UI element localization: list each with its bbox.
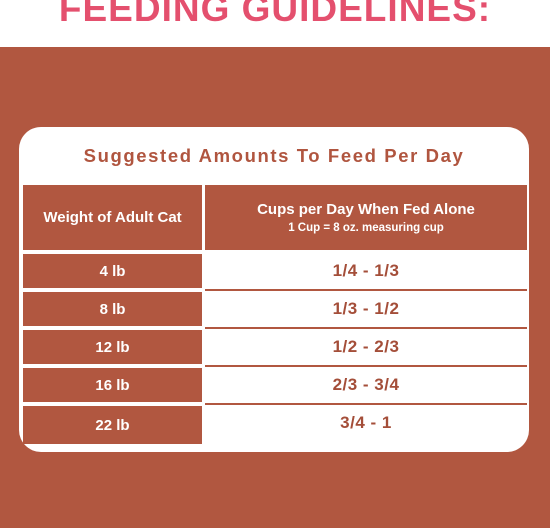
column-header-weight: Weight of Adult Cat bbox=[23, 185, 202, 250]
column-header-cups: Cups per Day When Fed Alone 1 Cup = 8 oz… bbox=[205, 185, 527, 250]
table-row-weight: 16 lb bbox=[23, 368, 202, 402]
table-row-weight: 4 lb bbox=[23, 254, 202, 288]
row-divider bbox=[205, 365, 527, 367]
table-row-cups: 2/3 - 3/4 bbox=[332, 375, 400, 394]
table-row-cups: 1/4 - 1/3 bbox=[332, 261, 400, 280]
page-title: FEEDING GUIDELINES: bbox=[58, 0, 492, 29]
row-divider bbox=[205, 289, 527, 291]
column-header-cups-note: 1 Cup = 8 oz. measuring cup bbox=[288, 222, 444, 234]
table-row-weight: 8 lb bbox=[23, 292, 202, 326]
row-divider bbox=[205, 403, 527, 405]
row-divider bbox=[205, 327, 527, 329]
column-header-weight-label: Weight of Adult Cat bbox=[43, 209, 182, 226]
feeding-table-card: Suggested Amounts To Feed Per Day Weight… bbox=[19, 127, 529, 452]
table-row-cups: 3/4 - 1 bbox=[340, 413, 392, 432]
header-bar: FEEDING GUIDELINES: bbox=[0, 0, 550, 47]
table-row-cups: 1/3 - 1/2 bbox=[332, 299, 400, 318]
table-row-weight: 22 lb bbox=[23, 406, 202, 444]
table-title: Suggested Amounts To Feed Per Day bbox=[83, 145, 465, 166]
table-row-cups: 1/2 - 2/3 bbox=[332, 337, 400, 356]
table-row-weight: 12 lb bbox=[23, 330, 202, 364]
column-header-cups-label: Cups per Day When Fed Alone bbox=[257, 201, 475, 218]
